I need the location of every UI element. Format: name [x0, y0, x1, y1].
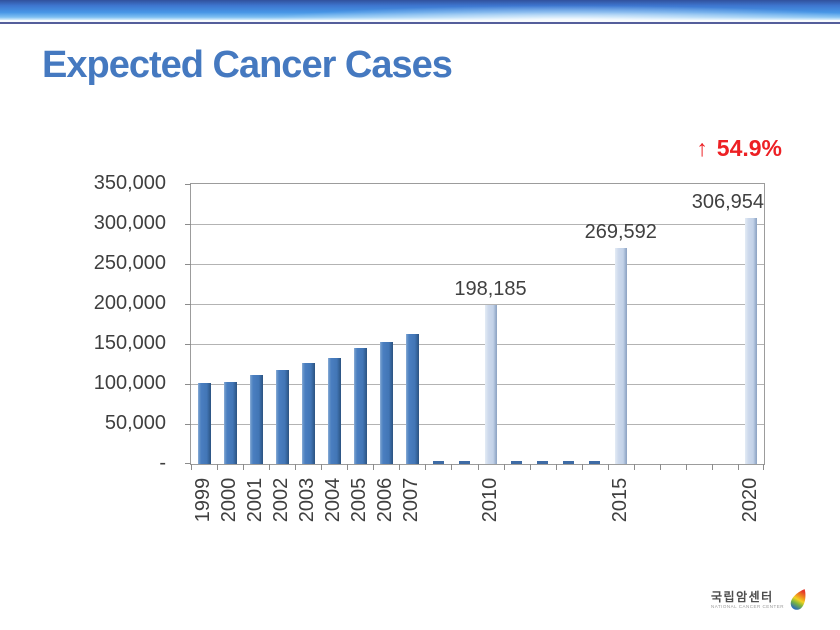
growth-annotation: ↑ 54.9% [696, 135, 782, 162]
x-tick-mark [191, 464, 192, 470]
x-tick-mark [581, 464, 583, 470]
y-tick-label-0: - [159, 452, 166, 474]
y-tick-label-150000: 150,000 [93, 332, 166, 354]
x-tick-label-1999: 1999 [192, 477, 215, 523]
x-tick-mark [711, 464, 713, 470]
header-band-highlight [0, 20, 840, 22]
gridline-50000 [191, 424, 764, 425]
y-tick-mark [185, 424, 191, 425]
y-tick-mark [185, 304, 191, 305]
x-tick-mark [633, 464, 635, 470]
y-tick-mark [185, 224, 191, 225]
baseline-stub-2008 [432, 461, 444, 464]
baseline-stub-2011 [511, 461, 523, 464]
logo-english-text: NATIONAL CANCER CENTER [710, 603, 784, 609]
data-label-2010: 198,185 [454, 278, 527, 301]
gridline-250000 [191, 264, 764, 265]
bar-2002 [275, 370, 289, 464]
y-tick-label-50000: 50,000 [104, 412, 166, 434]
x-tick-label-2000: 2000 [218, 477, 241, 523]
x-tick-label-2007: 2007 [400, 477, 423, 523]
x-tick-mark [295, 464, 297, 470]
page-title: Expected Cancer Cases [42, 44, 453, 86]
ncc-logo: 국립암센터 NATIONAL CANCER CENTER [711, 588, 808, 612]
x-tick-mark [347, 464, 349, 470]
y-tick-mark [185, 264, 191, 265]
x-tick-mark [529, 464, 531, 470]
y-tick-label-350000: 350,000 [93, 172, 166, 194]
x-tick-label-2003: 2003 [296, 477, 319, 523]
bar-2007 [405, 334, 419, 464]
x-tick-label-2015: 2015 [608, 477, 631, 523]
bar-2003 [301, 363, 315, 464]
x-tick-mark [399, 464, 401, 470]
x-tick-mark [503, 464, 505, 470]
logo-text-block: 국립암센터 NATIONAL CANCER CENTER [710, 589, 784, 610]
x-tick-mark [425, 464, 427, 470]
y-tick-label-250000: 250,000 [93, 252, 166, 274]
bar-2015 [614, 248, 627, 464]
bar-2000 [223, 382, 237, 464]
bar-2001 [249, 375, 263, 464]
gridline-200000 [191, 304, 764, 305]
logo-korean-text: 국립암센터 [710, 589, 774, 604]
x-tick-mark [737, 464, 739, 470]
x-tick-label-2020: 2020 [738, 477, 761, 523]
data-label-2020: 306,954 [691, 191, 764, 214]
x-tick-mark [243, 464, 245, 470]
growth-percentage: 54.9% [716, 135, 782, 161]
x-tick-mark [685, 464, 687, 470]
x-tick-mark [477, 464, 479, 470]
x-tick-label-2005: 2005 [348, 477, 371, 523]
data-label-2015: 269,592 [584, 221, 657, 244]
gridline-100000 [191, 384, 764, 385]
gridline-150000 [191, 344, 764, 345]
plot-area: 198,185 269,592 306,954 [185, 183, 765, 470]
y-tick-mark [185, 344, 191, 345]
x-tick-mark [217, 464, 219, 470]
bar-2010 [484, 305, 497, 464]
header-accent-line [0, 22, 840, 24]
bar-2005 [353, 348, 367, 464]
y-tick-label-200000: 200,000 [93, 292, 166, 314]
baseline-stub-2013 [563, 461, 575, 464]
y-tick-label-100000: 100,000 [93, 372, 166, 394]
x-tick-mark [659, 464, 661, 470]
bar-2006 [379, 341, 393, 464]
x-tick-label-2006: 2006 [374, 477, 397, 523]
x-tick-mark [555, 464, 557, 470]
x-tick-mark [373, 464, 375, 470]
bar-1999 [197, 383, 211, 464]
x-tick-label-2002: 2002 [270, 477, 293, 523]
gridline-300000 [191, 224, 764, 225]
x-tick-label-2001: 2001 [244, 477, 267, 523]
bar-2004 [327, 357, 341, 464]
x-tick-mark [269, 464, 271, 470]
x-tick-mark [451, 464, 453, 470]
y-tick-mark [185, 184, 191, 185]
x-tick-label-2004: 2004 [322, 477, 345, 523]
x-tick-mark [321, 464, 323, 470]
up-arrow-icon: ↑ [696, 135, 708, 161]
y-tick-mark [185, 384, 191, 385]
baseline-stub-2012 [537, 461, 549, 464]
x-tick-label-2010: 2010 [478, 477, 501, 523]
x-tick-mark [607, 464, 609, 470]
logo-leaf-icon [790, 589, 806, 610]
y-tick-label-300000: 300,000 [93, 212, 166, 234]
baseline-stub-2014 [589, 461, 601, 464]
x-tick-mark [763, 464, 764, 470]
bar-2020 [744, 218, 757, 464]
y-tick-mark [185, 463, 191, 464]
header-gradient-band [0, 0, 840, 20]
baseline-stub-2009 [458, 461, 470, 464]
